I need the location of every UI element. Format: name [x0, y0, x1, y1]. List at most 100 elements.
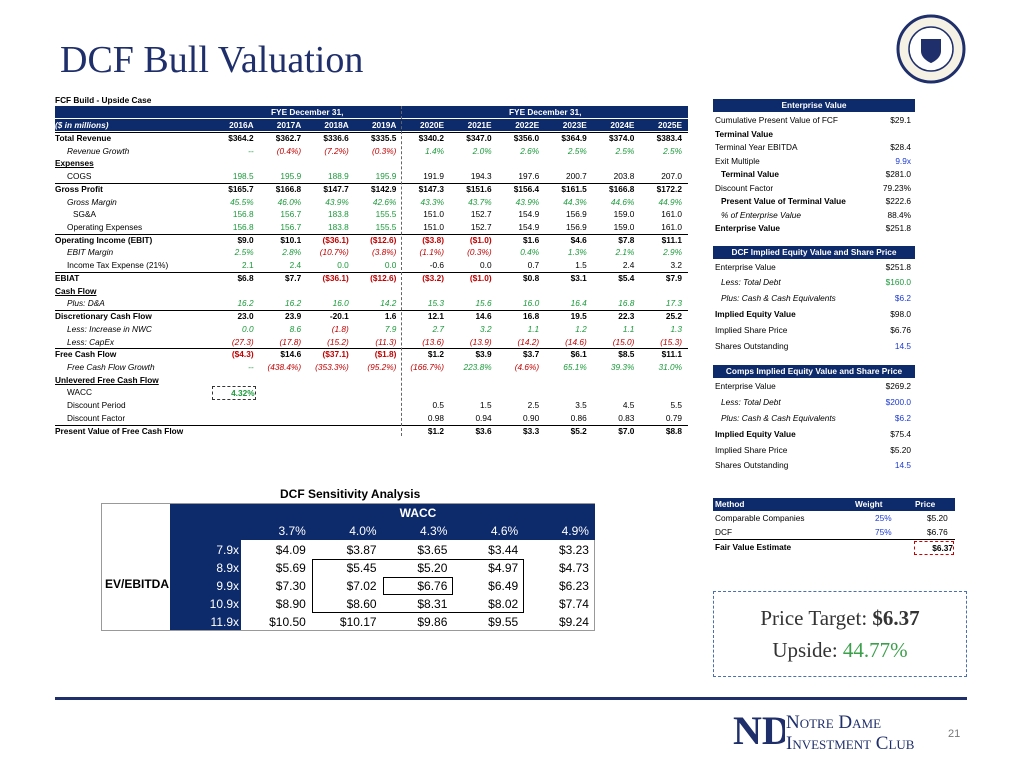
cell-value: 45.5% [230, 196, 254, 207]
cell-value: $11.1 [661, 349, 682, 360]
fair-value-label: Fair Value Estimate [715, 542, 792, 552]
panel-label: Exit Multiple [715, 155, 760, 166]
cell-value: ($3.2) [422, 272, 444, 283]
wacc-value: 4.9% [524, 525, 589, 537]
cell-value: 39.3% [610, 361, 635, 372]
cell-value: $11.1 [661, 234, 682, 245]
row-rule [55, 182, 688, 184]
cell-value: 200.7 [566, 171, 587, 182]
cell-value: 43.7% [468, 196, 492, 207]
panel-label: Shares Outstanding [715, 340, 789, 351]
method-header: Price [915, 498, 936, 510]
cell-value: $151.6 [466, 183, 492, 194]
panel-value: $251.8 [885, 261, 911, 272]
row-label: Less: Increase in NWC [67, 323, 152, 334]
cell-value: $335.5 [371, 133, 397, 143]
cell-value: (0.3%) [467, 247, 492, 258]
cell-value: 207.0 [661, 171, 682, 182]
cell-value: 0.94 [475, 412, 492, 423]
cell-value: 0.0 [337, 260, 349, 271]
row-label: Less: CapEx [67, 336, 115, 347]
year: 2025E [640, 119, 682, 131]
cell-value: 16.2 [285, 298, 302, 309]
row-rule [55, 132, 688, 133]
cell-value: ($1.0) [469, 272, 492, 283]
price-target: Price Target: $6.37 [714, 606, 966, 631]
cell-value: (27.3) [231, 336, 254, 347]
cell-value: $5.2 [570, 425, 587, 436]
cell-value: 5.5 [670, 400, 682, 411]
cell-value: 159.0 [613, 222, 635, 233]
cell-value: 0.86 [570, 412, 587, 423]
cell-value: 2.8% [282, 247, 302, 258]
cell-value: 1.3% [567, 247, 587, 258]
cell-value: 197.6 [518, 171, 540, 182]
row-label: Discount Period [67, 400, 126, 411]
cell-value: (353.3%) [315, 361, 349, 372]
cell-value: 1.1 [622, 323, 635, 334]
row-label: Operating Expenses [67, 222, 143, 233]
cell-value: 23.9 [285, 311, 302, 322]
cell-value: $7.0 [618, 425, 635, 436]
cell-value: $3.7 [523, 349, 540, 360]
row-label: EBIAT [55, 272, 80, 283]
wacc-value: 4.6% [453, 525, 519, 537]
price: $10.17 [339, 615, 377, 629]
row-label: Plus: D&A [67, 298, 105, 309]
year: 2016A [212, 119, 254, 131]
cell-value: (13.6) [422, 336, 444, 347]
cell-value: 22.3 [618, 311, 635, 322]
cell-value: 156.8 [232, 222, 254, 233]
cell-value: (438.4%) [267, 361, 302, 372]
year: 2023E [545, 119, 587, 131]
wacc-value: 4.3% [382, 525, 448, 537]
price: $4.73 [558, 561, 589, 575]
row-label: Free Cash Flow Growth [67, 361, 155, 372]
cell-value: 198.5 [232, 171, 254, 182]
upside-value: 44.77% [842, 638, 908, 662]
method-cell: $5.20 [927, 513, 948, 523]
row-rule [55, 348, 688, 350]
cell-value: 12.1 [427, 311, 444, 322]
cell-value: $5.4 [618, 272, 635, 283]
price: $6.23 [558, 579, 589, 593]
cell-value: $161.5 [561, 183, 587, 194]
panel-value: $200.0 [885, 397, 911, 408]
price: $6.49 [488, 579, 519, 593]
cell-value: (0.3%) [371, 145, 397, 156]
row-label: Present Value of Free Cash Flow [55, 425, 184, 436]
page-number: 21 [948, 728, 961, 740]
panel-label: Less: Total Debt [721, 397, 781, 408]
row-label: EBIT Margin [67, 247, 114, 258]
upside-label: Upside: [772, 638, 838, 662]
method-header: Weight [855, 498, 883, 510]
university-seal [896, 14, 966, 84]
cell-value: 152.7 [470, 209, 492, 220]
price: $10.50 [269, 615, 306, 629]
row-label: Unlevered Free Cash Flow [55, 374, 159, 385]
cell-value: $0.8 [523, 272, 540, 283]
multiple: 9.9x [170, 580, 239, 592]
cell-value: 0.7 [527, 260, 540, 271]
row-label: Free Cash Flow [55, 349, 117, 360]
cell-value: 2.1% [615, 247, 635, 258]
cell-value: 194.3 [470, 171, 492, 182]
panel-label: Plus: Cash & Cash Equivalents [721, 293, 836, 304]
cell-value: 2.4 [622, 260, 635, 271]
price: $8.31 [417, 597, 448, 611]
price: $4.09 [275, 543, 306, 557]
cell-value: 43.9% [325, 196, 349, 207]
cell-value: 16.8 [618, 298, 635, 309]
year: 2022E [497, 119, 540, 131]
price: $7.02 [346, 579, 377, 593]
panel-label: % of Enterprise Value [721, 209, 801, 220]
cell-value: 25.2 [665, 311, 682, 322]
panel-label: Present Value of Terminal Value [721, 196, 846, 206]
price: $5.45 [346, 561, 377, 575]
panel-label: Implied Share Price [715, 324, 788, 335]
cell-value: (0.4%) [276, 145, 302, 156]
method-cell: DCF [715, 526, 733, 537]
cell-value: 16.8 [523, 311, 540, 322]
cell-value: 0.4% [520, 247, 540, 258]
cell-value: 23.0 [237, 311, 254, 322]
